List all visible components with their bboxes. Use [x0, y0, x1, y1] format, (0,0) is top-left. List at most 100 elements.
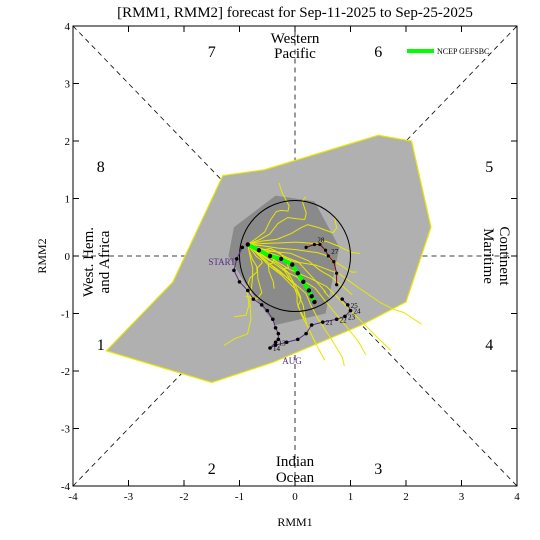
- observed-point: [345, 303, 350, 307]
- ensemble-mean-point: [309, 294, 314, 299]
- x-axis-label: RMM1: [277, 515, 312, 529]
- x-tick-label: -4: [68, 491, 78, 503]
- region-left-line2: and Africa: [97, 230, 113, 293]
- observed-day-label: 13: [279, 339, 287, 347]
- observed-point: [340, 297, 344, 301]
- ensemble-mean-point: [256, 248, 262, 253]
- axis-ticks: [72, 25, 518, 487]
- observed-point: [309, 323, 314, 327]
- y-tick-label: -4: [61, 481, 71, 493]
- y-tick-label: 0: [65, 251, 71, 263]
- ensemble-mean-point: [278, 256, 284, 262]
- forecast-point: [323, 248, 328, 252]
- y-tick-label: 1: [65, 194, 71, 206]
- y-tick-label: 3: [65, 79, 71, 91]
- observed-point: [304, 331, 308, 336]
- unit-circle: [239, 200, 351, 312]
- ensemble-member-5: [247, 244, 392, 351]
- forecast-point: [335, 271, 339, 275]
- region-right-line1: Maritime: [480, 228, 496, 284]
- phase-number-6: 6: [374, 44, 382, 61]
- ensemble-mean-point: [245, 242, 251, 247]
- y-tick-label: 4: [65, 21, 71, 33]
- phase-number-7: 7: [208, 44, 216, 61]
- observed-day-label: 23: [348, 313, 356, 321]
- phase-number-1: 1: [97, 337, 105, 354]
- ensemble-member-11: [247, 216, 338, 245]
- observed-point: [246, 288, 250, 293]
- phase-number-3: 3: [374, 461, 382, 478]
- month-annotation: AUG: [282, 356, 302, 366]
- observed-point: [234, 257, 239, 261]
- y-tick-label: 2: [65, 136, 71, 148]
- forecast-point: [326, 254, 330, 258]
- forecast-point: [332, 260, 336, 264]
- ensemble-member-12: [223, 244, 254, 347]
- observed-point: [343, 314, 347, 319]
- legend-label: NCEP GEFSBC: [437, 47, 489, 56]
- observed-point: [276, 337, 281, 342]
- observed-point: [251, 297, 256, 301]
- ensemble-member-16: [247, 244, 357, 273]
- observed-point: [320, 320, 325, 324]
- forecast-track: 28 27: [304, 237, 339, 287]
- x-tick-label: -3: [124, 491, 134, 503]
- observed-day-label: 21: [326, 319, 334, 327]
- phase-number-5: 5: [485, 159, 493, 176]
- ensemble-member-8: [247, 244, 353, 296]
- region-top-line2: Pacific: [274, 46, 316, 62]
- observed-point: [295, 337, 300, 342]
- ensemble-mean-point: [306, 288, 312, 293]
- x-tick-label: 2: [403, 491, 409, 503]
- ensemble-mean-point: [312, 299, 317, 305]
- forecast-day-label: 28: [317, 237, 325, 245]
- ensemble-mean-point: [267, 253, 273, 259]
- forecast-point: [312, 242, 317, 247]
- x-tick-label: 4: [514, 491, 520, 503]
- forecast-point: [304, 245, 308, 249]
- y-tick-label: -1: [61, 309, 70, 321]
- observed-point: [276, 331, 281, 336]
- region-bottom-line2: Ocean: [276, 470, 315, 486]
- observed-day-label: 24: [354, 308, 362, 316]
- ensemble-member-6: [247, 182, 290, 245]
- ensemble-member-4: [234, 244, 258, 318]
- observed-day-label: 22: [340, 316, 348, 324]
- phase-guide-line-2: [72, 25, 240, 199]
- ensemble-member-7: [247, 244, 305, 320]
- region-bottom-line1: Indian: [276, 454, 315, 470]
- ensemble-member-19: [247, 196, 307, 245]
- observed-point: [284, 340, 289, 345]
- phase-number-4: 4: [485, 337, 493, 354]
- forecast-point: [335, 283, 339, 287]
- x-tick-label: -1: [235, 491, 244, 503]
- x-tick-labels: -4 -3 -2 -1 0 1 2 3 4: [68, 491, 520, 503]
- forecast-day-label: 27: [331, 248, 339, 256]
- ensemble-mean-line: [246, 242, 317, 303]
- observed-day-label: 25: [351, 302, 359, 310]
- y-tick-label: -3: [61, 424, 71, 436]
- legend: NCEP GEFSBC: [407, 47, 489, 56]
- ensemble-member-18: [247, 244, 367, 356]
- ensemble-member-3: [247, 240, 361, 255]
- chart-title: [RMM1, RMM2] forecast for Sep-11-2025 to…: [117, 5, 473, 21]
- x-tick-label: 3: [459, 491, 465, 503]
- ensemble-mean-point: [290, 262, 295, 267]
- ensemble-mean-track: [245, 242, 317, 305]
- x-tick-label: 1: [348, 491, 354, 503]
- phase-number-8: 8: [97, 159, 105, 176]
- observed-point: [237, 280, 242, 284]
- phase-number-2: 2: [208, 461, 216, 478]
- ensemble-mean-point: [295, 271, 300, 276]
- y-tick-labels: -4 -3 -2 -1 0 1 2 3 4: [61, 21, 71, 493]
- x-tick-label: -2: [179, 491, 188, 503]
- start-annotation: START: [208, 257, 236, 267]
- observed-point: [348, 308, 353, 313]
- x-tick-label: 0: [292, 491, 298, 503]
- observed-point: [268, 346, 272, 350]
- observed-point: [259, 303, 264, 307]
- observed-point: [265, 308, 270, 313]
